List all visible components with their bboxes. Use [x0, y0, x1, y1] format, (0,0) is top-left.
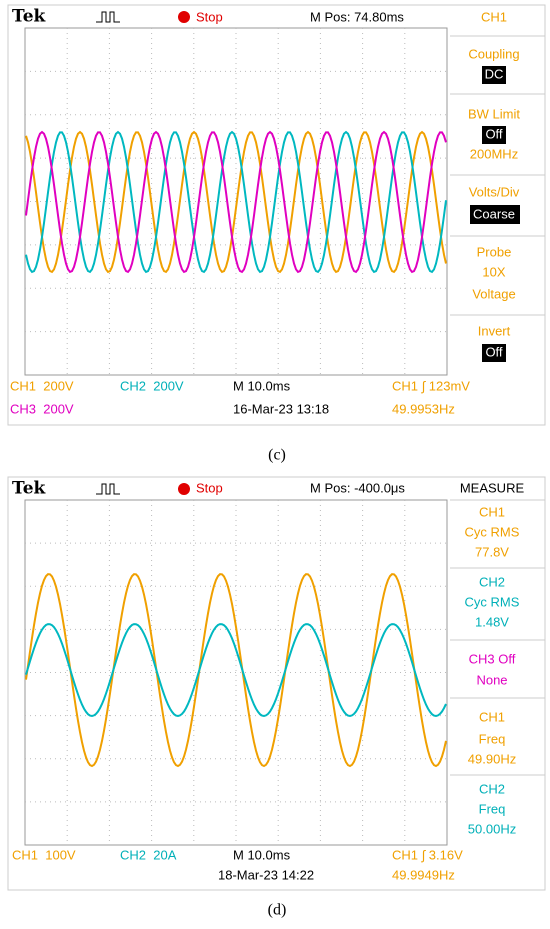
waveform	[25, 130, 447, 274]
ch2-scale: CH2 20A	[120, 847, 177, 862]
menu-label: Freq	[479, 731, 506, 746]
menu-value: Voltage	[472, 286, 515, 301]
stop-dot	[178, 11, 190, 23]
menu-box	[470, 205, 520, 224]
scope-c: Tek Stop M Pos: 74.80ms CH1 Coupling DC …	[7, 4, 546, 464]
menu-box	[482, 126, 506, 144]
menu-label: Freq	[479, 801, 506, 816]
menu-label: Invert	[478, 323, 511, 338]
trigger-icon	[96, 11, 120, 23]
position: M Pos: 74.80ms	[310, 9, 404, 24]
menu-label: CH3 Off	[469, 651, 516, 666]
menu-label: Cyc RMS	[465, 594, 520, 609]
ch1-scale: CH1 200V	[10, 378, 74, 393]
status: Stop	[196, 480, 223, 495]
caption: (c)	[268, 447, 286, 464]
menu-value: None	[476, 672, 507, 687]
menu-label: BW Limit	[468, 106, 520, 121]
waveform	[25, 573, 447, 768]
menu-value: 49.90Hz	[468, 751, 516, 766]
menu-value: Off	[485, 344, 502, 359]
waveform	[25, 623, 447, 718]
menu-label: Probe	[477, 244, 512, 259]
menu-value: 50.00Hz	[468, 821, 516, 836]
timebase: M 10.0ms	[233, 847, 291, 862]
ch2-scale: CH2 200V	[120, 378, 184, 393]
stop-dot	[178, 483, 190, 495]
timebase: M 10.0ms	[233, 378, 291, 393]
menu-title: CH1	[481, 9, 507, 24]
waveform	[25, 130, 447, 274]
position: M Pos: -400.0μs	[310, 480, 405, 495]
waveform	[25, 130, 447, 274]
menu-value: DC	[485, 66, 504, 81]
menu-value: 1.48V	[475, 614, 509, 629]
menu-label: Coupling	[468, 46, 519, 61]
menu-title: MEASURE	[460, 480, 525, 495]
trigger-level: CH1 ∫ 123mV	[392, 378, 470, 393]
menu-value: 200MHz	[470, 146, 518, 161]
ch1-scale: CH1 100V	[12, 847, 76, 862]
menu-label: Volts/Div	[469, 184, 520, 199]
ch3-scale: CH3 200V	[10, 401, 74, 416]
menu-label: CH1	[479, 504, 505, 519]
trigger-icon	[96, 483, 120, 495]
menu-box	[482, 344, 506, 362]
menu-value: 10X	[482, 264, 505, 279]
frequency: 49.9953Hz	[392, 401, 455, 416]
status: Stop	[196, 9, 223, 24]
caption: (d)	[268, 902, 287, 919]
menu-label: Cyc RMS	[465, 524, 520, 539]
menu-value: Coarse	[473, 206, 515, 221]
date: 16-Mar-23 13:18	[233, 401, 329, 416]
menu-label: CH2	[479, 574, 505, 589]
scope-d: Tek Stop M Pos: -400.0μs MEASURE CH1 Cyc…	[7, 476, 546, 919]
frequency: 49.9949Hz	[392, 867, 455, 882]
menu-label: CH2	[479, 781, 505, 796]
menu-value: 77.8V	[475, 544, 509, 559]
brand: Tek	[12, 479, 47, 499]
trigger-level: CH1 ∫ 3.16V	[392, 847, 463, 862]
menu-value: Off	[485, 126, 502, 141]
date: 18-Mar-23 14:22	[218, 867, 314, 882]
brand: Tek	[12, 7, 47, 27]
menu-label: CH1	[479, 709, 505, 724]
menu-box	[482, 66, 506, 84]
